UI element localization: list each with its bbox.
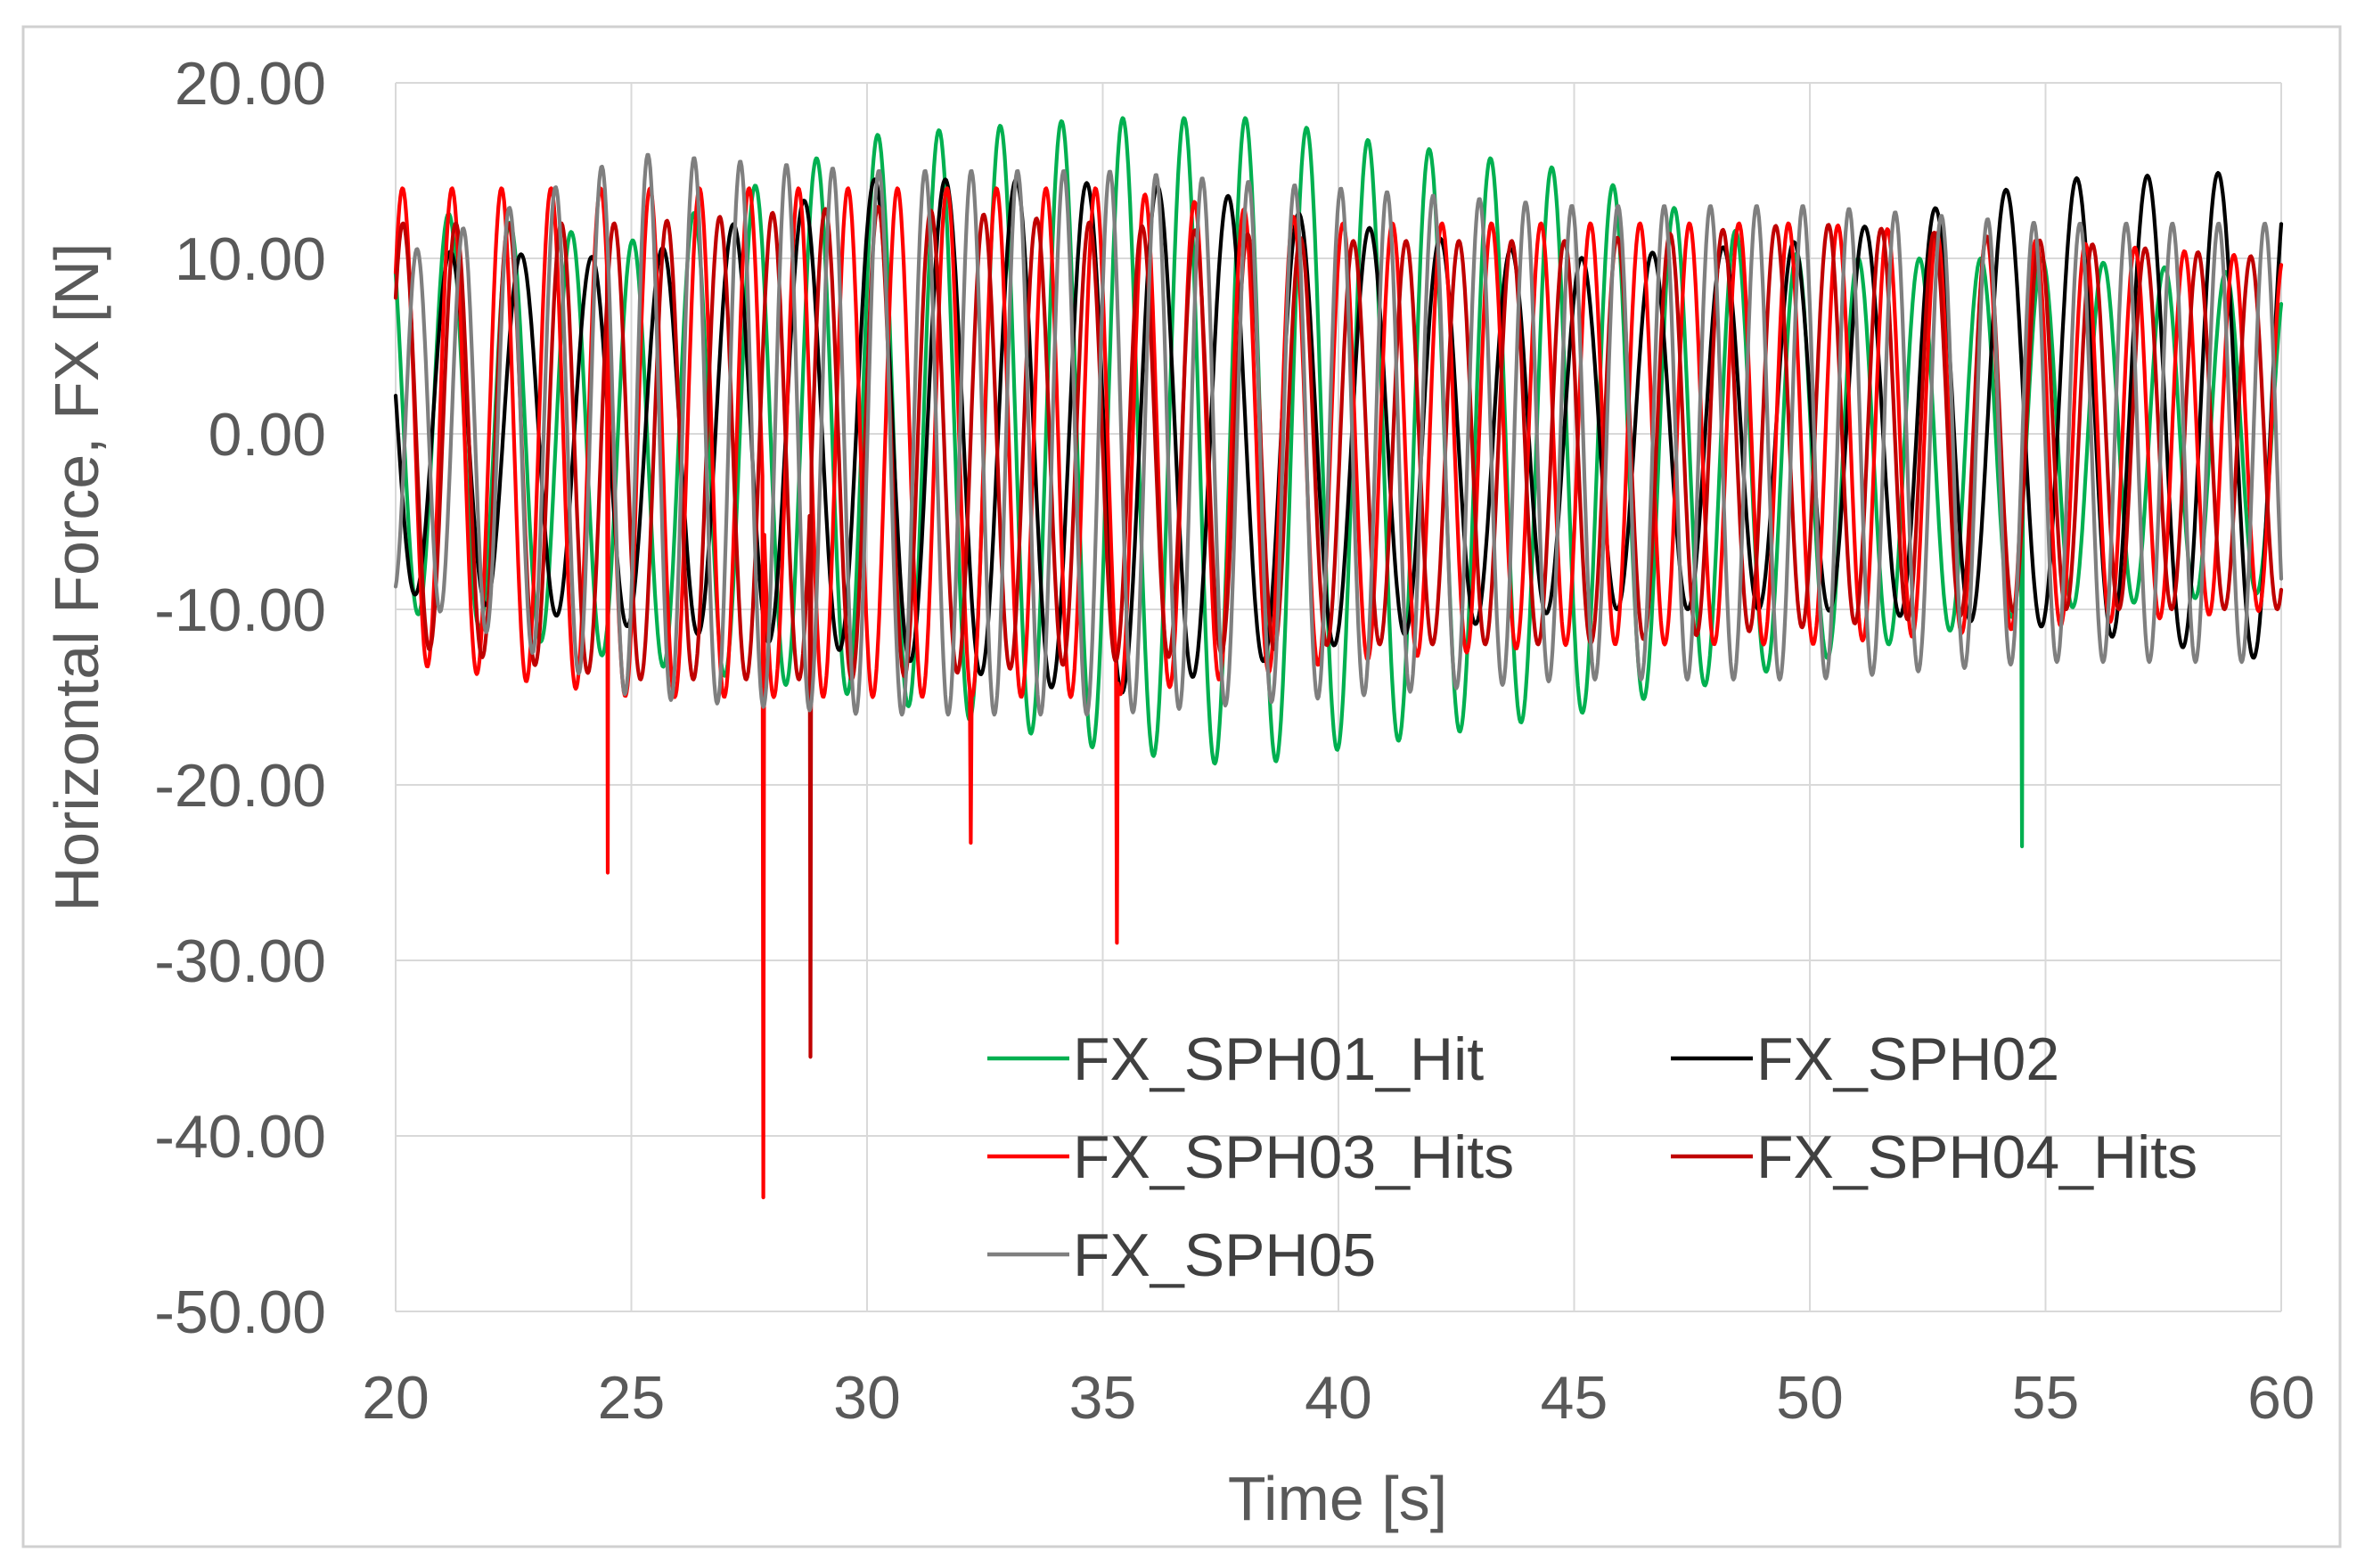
series-line-FX_SPH04_Hits	[393, 204, 2284, 1059]
series-line-FX_SPH05	[393, 152, 2284, 717]
x-tick-label: 35	[1069, 1364, 1137, 1432]
x-tick-label: 50	[1776, 1364, 1844, 1432]
x-tick-label: 55	[2012, 1364, 2080, 1432]
x-tick-label: 20	[362, 1364, 430, 1432]
x-tick-label: 25	[598, 1364, 666, 1432]
legend: FX_SPH01_Hit FX_SPH02 FX_SPH03_Hits FX_SPH0…	[987, 1025, 2197, 1289]
legend-label: FX_SPH05	[1073, 1221, 1376, 1289]
y-tick-label: 10.00	[175, 225, 326, 293]
legend-label: FX_SPH04_Hits	[1756, 1123, 2197, 1191]
legend-label: FX_SPH02	[1756, 1025, 2059, 1093]
series-line-FX_SPH01_Hit	[393, 116, 2284, 849]
y-axis-title: Horizontal Force, FX [N]	[42, 243, 111, 912]
legend-label: FX_SPH03_Hits	[1073, 1123, 1514, 1191]
y-tick-label: 20.00	[175, 50, 326, 118]
x-axis-title: Time [s]	[1228, 1464, 1447, 1533]
y-tick-label: -10.00	[154, 576, 326, 644]
series-layer	[393, 116, 2284, 1200]
y-tick-label: -50.00	[154, 1278, 326, 1346]
y-tick-label: -30.00	[154, 927, 326, 995]
legend-label: FX_SPH01_Hit	[1073, 1025, 1484, 1093]
x-tick-label: 60	[2247, 1364, 2315, 1432]
x-tick-label: 30	[833, 1364, 901, 1432]
y-tick-label: 0.00	[209, 401, 326, 469]
y-tick-label: -20.00	[154, 752, 326, 820]
tick-layer: 20.00 10.00 0.00 -10.00 -20.00 -30.00 -40.00 -5…	[154, 50, 2315, 1432]
y-tick-label: -40.00	[154, 1103, 326, 1171]
x-tick-label: 40	[1305, 1364, 1372, 1432]
x-tick-label: 45	[1541, 1364, 1608, 1432]
